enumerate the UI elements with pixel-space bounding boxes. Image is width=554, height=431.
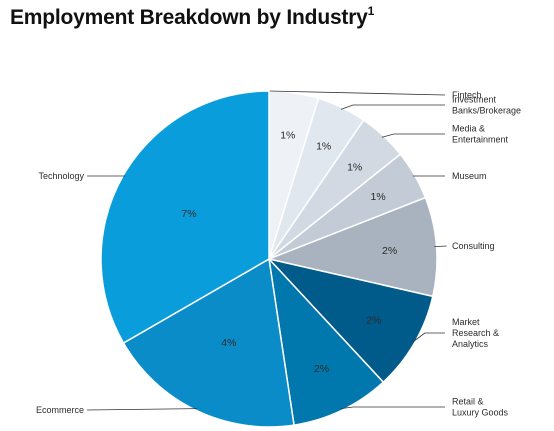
category-label-ecommerce: Ecommerce bbox=[36, 405, 84, 415]
category-label-line: Market bbox=[452, 317, 480, 327]
category-label-technology: Technology bbox=[38, 171, 84, 181]
category-label-line: Fintech bbox=[452, 90, 482, 100]
chart-title: Employment Breakdown by Industry1 bbox=[10, 4, 374, 30]
callout-line-ecommerce bbox=[86, 408, 198, 411]
slice-value-label-fintech: 1% bbox=[280, 129, 295, 141]
category-label-line: Museum bbox=[452, 171, 487, 181]
pie-slice-ecommerce bbox=[122, 257, 295, 428]
category-label-line: Technology bbox=[38, 171, 84, 181]
slice-value-label-market-research-analytics: 2% bbox=[366, 315, 381, 327]
slice-value-label-technology: 7% bbox=[181, 208, 196, 220]
category-label-line: Ecommerce bbox=[36, 405, 84, 415]
category-label-line: Banks/Brokerage bbox=[452, 106, 521, 116]
slice-value-label-museum: 1% bbox=[371, 191, 386, 203]
category-label-market-research-analytics: Market Research & Analytics bbox=[452, 317, 499, 349]
category-label-line: Media & bbox=[452, 124, 485, 134]
category-label-fintech: Fintech bbox=[452, 90, 482, 100]
pie-slice-technology bbox=[100, 90, 270, 345]
callout-line-media-entertainment bbox=[381, 133, 445, 138]
slice-value-label-consulting: 2% bbox=[382, 245, 397, 257]
category-label-line: Analytics bbox=[452, 339, 489, 349]
category-label-line: Entertainment bbox=[452, 135, 509, 145]
category-label-museum: Museum bbox=[452, 171, 487, 181]
category-label-line: Retail & bbox=[452, 397, 484, 407]
slice-value-label-ecommerce: 4% bbox=[221, 337, 236, 349]
category-label-line: Luxury Goods bbox=[452, 408, 509, 418]
pie-slice-market-research-analytics bbox=[266, 257, 434, 384]
callout-line-retail-luxury-goods bbox=[340, 406, 445, 409]
callout-line-investment-banks-brokerage bbox=[340, 104, 445, 110]
callout-line-market-research-analytics bbox=[412, 332, 445, 343]
title-footnote-marker: 1 bbox=[367, 4, 375, 18]
callout-line-fintech bbox=[268, 90, 446, 96]
slice-value-label-media-entertainment: 1% bbox=[347, 162, 362, 174]
category-label-investment-banks-brokerage: Investment Banks/Brokerage bbox=[452, 95, 521, 116]
chart-title-text: Employment Breakdown by Industry bbox=[10, 6, 368, 29]
pie-slice-retail-luxury-goods bbox=[267, 256, 385, 426]
category-label-line: Research & bbox=[452, 328, 499, 338]
slice-value-label-retail-luxury-goods: 2% bbox=[314, 363, 329, 375]
category-label-line: Consulting bbox=[452, 241, 495, 251]
slice-value-label-investment-banks-brokerage: 1% bbox=[316, 141, 331, 153]
category-label-consulting: Consulting bbox=[452, 241, 495, 251]
category-label-retail-luxury-goods: Retail & Luxury Goods bbox=[452, 397, 509, 418]
category-label-media-entertainment: Media & Entertainment bbox=[452, 124, 509, 145]
category-label-line: Investment bbox=[452, 95, 497, 105]
callout-line-consulting bbox=[434, 245, 447, 247]
